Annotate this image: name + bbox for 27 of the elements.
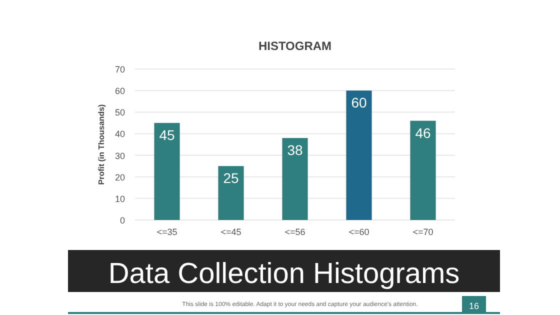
y-tick-label: 10 — [114, 194, 125, 204]
data-label: 60 — [351, 94, 367, 111]
chart-title: HISTOGRAM — [258, 39, 332, 53]
data-label: 45 — [159, 126, 175, 143]
x-tick-label: <=35 — [156, 227, 178, 237]
y-tick-label: 60 — [114, 86, 125, 96]
y-tick-label: 50 — [114, 108, 125, 118]
y-tick-label: 20 — [114, 172, 125, 182]
x-tick-label: <=56 — [284, 227, 306, 237]
y-tick-label: 0 — [120, 216, 125, 226]
text: Data Collection Histograms — [108, 258, 460, 290]
data-label: 46 — [415, 124, 431, 141]
bar — [218, 166, 244, 220]
x-tick-label: <=45 — [220, 227, 242, 237]
x-tick-label: <=70 — [412, 227, 434, 237]
y-axis-title: Profit (in Thousands) — [97, 104, 106, 185]
y-tick-label: 40 — [114, 129, 125, 140]
x-tick-label: <=60 — [348, 227, 370, 237]
data-label: 38 — [287, 142, 303, 158]
bar — [154, 122, 180, 220]
bar — [282, 138, 308, 220]
y-tick-label: 30 — [114, 150, 125, 161]
y-tick-label: 70 — [114, 64, 125, 74]
text: 16 — [468, 301, 480, 311]
data-label: 25 — [223, 170, 239, 186]
bar — [346, 90, 372, 220]
bar — [410, 120, 436, 220]
